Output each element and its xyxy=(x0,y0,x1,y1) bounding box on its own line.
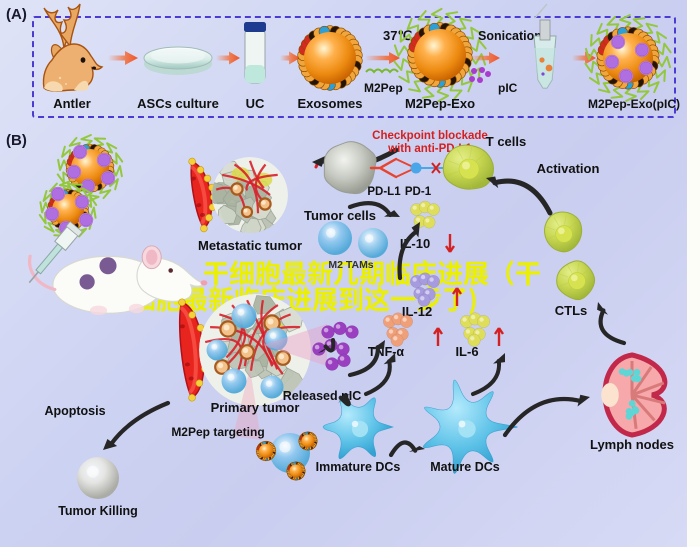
svg-text:Tumor Killing: Tumor Killing xyxy=(58,504,138,518)
svg-text:Tumor cells: Tumor cells xyxy=(304,208,376,223)
svg-text:Lymph nodes: Lymph nodes xyxy=(590,437,674,452)
svg-text:T cells: T cells xyxy=(486,134,526,149)
svg-text:Activation: Activation xyxy=(537,161,600,176)
svg-text:Apoptosis: Apoptosis xyxy=(44,404,105,418)
svg-text:Mature DCs: Mature DCs xyxy=(430,460,500,474)
svg-text:M2 TAMs: M2 TAMs xyxy=(328,259,373,271)
svg-text:CTLs: CTLs xyxy=(555,303,588,318)
svg-text:Checkpoint blockade: Checkpoint blockade xyxy=(372,130,488,142)
svg-text:M2Pep targeting: M2Pep targeting xyxy=(171,425,264,439)
svg-text:TNF-α: TNF-α xyxy=(368,345,404,359)
svg-text:Metastatic tumor: Metastatic tumor xyxy=(198,238,302,253)
svg-text:PD-1: PD-1 xyxy=(405,186,432,198)
svg-text:IL-6: IL-6 xyxy=(455,344,478,359)
svg-text:PD-L1: PD-L1 xyxy=(367,186,401,198)
svg-text:Immature DCs: Immature DCs xyxy=(316,460,401,474)
